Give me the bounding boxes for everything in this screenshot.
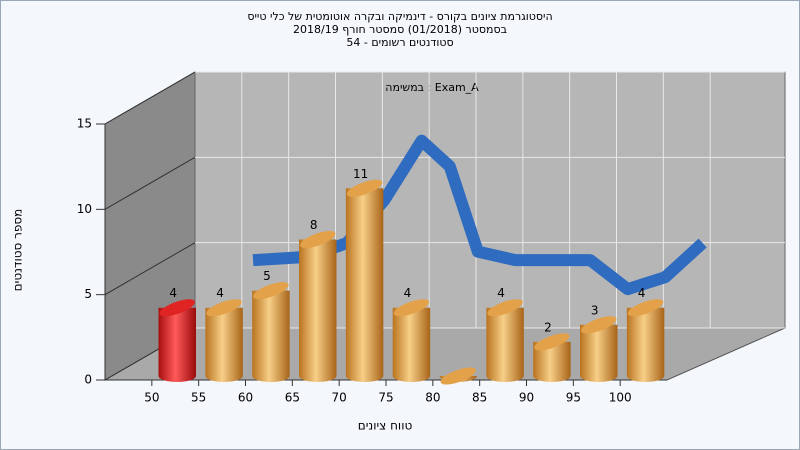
x-tick-label: 80	[425, 391, 440, 405]
x-tick-label: 65	[285, 391, 300, 405]
value-label: 3	[591, 303, 599, 317]
bar-part	[440, 367, 476, 385]
bar	[345, 179, 384, 382]
value-label: 4	[497, 286, 505, 300]
bar-part	[533, 341, 571, 382]
bar	[158, 299, 196, 382]
y-tick-label: 5	[84, 287, 92, 301]
grid-line	[104, 156, 196, 210]
bar-part	[581, 316, 617, 334]
bar	[439, 367, 477, 385]
bar-part	[299, 239, 337, 382]
y-tick-label: 10	[77, 202, 92, 216]
chart-subtitle: בסמסטר (01/2018) סמסטר חורף 2018/19	[293, 23, 507, 36]
bar	[392, 299, 431, 382]
x-tick-label: 50	[144, 391, 159, 405]
bar	[299, 230, 337, 382]
bar-part	[346, 179, 383, 197]
bar-part	[159, 299, 195, 317]
value-label: 5	[263, 269, 271, 283]
value-label: 4	[169, 286, 177, 300]
value-label: 2	[544, 320, 552, 334]
value-label: 11	[353, 167, 368, 181]
y-axis-label: מספר סטודנטים	[11, 209, 25, 292]
x-axis-label: טווח ציונים	[358, 419, 413, 433]
bar-part	[252, 290, 290, 382]
bar	[626, 299, 665, 382]
bar-part	[345, 188, 384, 382]
grid-line	[104, 242, 196, 296]
bar-part	[627, 299, 664, 317]
bar-part	[393, 299, 430, 317]
value-label: 8	[310, 218, 318, 232]
x-tick-label: 70	[332, 391, 347, 405]
bar-part	[580, 324, 618, 382]
bar-part	[158, 307, 196, 382]
x-tick-label: 60	[238, 391, 253, 405]
x-tick-label: 95	[566, 391, 581, 405]
chart-subtitle: סטודנטים רשומים - 54	[346, 36, 453, 49]
bar	[533, 333, 571, 382]
bar-part	[486, 307, 524, 382]
bar-part	[487, 299, 523, 317]
y-tick-label: 15	[77, 117, 92, 131]
x-tick-label: 85	[472, 391, 487, 405]
x-tick-label: 90	[519, 391, 534, 405]
grid-line	[104, 71, 196, 125]
bar-part	[253, 282, 289, 300]
y-tick-label: 0	[84, 373, 92, 387]
x-tick-label: 55	[191, 391, 206, 405]
chart-title: היסטוגרמת ציונים בקורס - דינמיקה ובקרה א…	[247, 10, 552, 23]
bar	[205, 299, 243, 382]
bar-part	[300, 230, 336, 249]
value-label: 4	[638, 286, 646, 300]
bar-part	[534, 333, 570, 351]
bar-part	[206, 299, 242, 317]
x-tick-label: 100	[609, 391, 632, 405]
bar	[580, 316, 618, 382]
value-label: 4	[216, 286, 224, 300]
bar	[486, 299, 524, 382]
bar-part	[392, 307, 431, 382]
bar-part	[626, 307, 665, 382]
bar-part	[205, 307, 243, 382]
bar	[252, 282, 290, 382]
annotation: במשימה : Exam_A	[385, 81, 479, 94]
x-tick-label: 75	[378, 391, 393, 405]
value-label: 4	[404, 286, 412, 300]
